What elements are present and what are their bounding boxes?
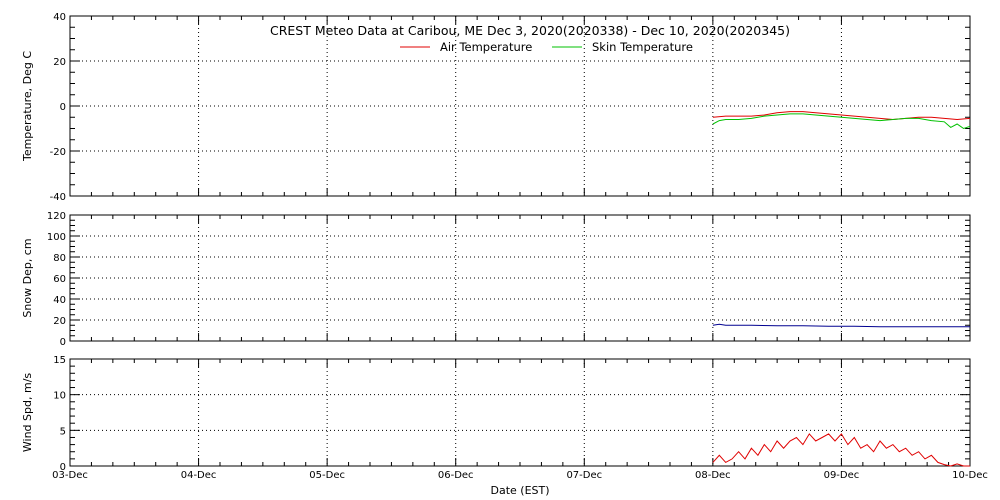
y-tick-label: 10	[53, 391, 66, 402]
x-tick-label: 07-Dec	[566, 470, 602, 481]
legend: Air Temperature Skin Temperature	[400, 40, 693, 54]
y-tick-label: 40	[53, 295, 66, 306]
x-tick-label: 06-Dec	[438, 470, 474, 481]
x-tick-label: 09-Dec	[824, 470, 860, 481]
panel-wind_speed: 0 5 10 15 Wind Spd, m/s	[21, 355, 971, 473]
panel-temperature: -40 -20 0 20 40 Temperature, Deg C	[21, 12, 971, 203]
y-tick-label: 80	[53, 253, 66, 264]
y-axis-title: Temperature, Deg C	[21, 51, 34, 162]
y-tick-label: 15	[53, 355, 66, 366]
chart-title: CREST Meteo Data at Caribou, ME Dec 3, 2…	[270, 23, 790, 38]
y-tick-label: -20	[50, 147, 66, 158]
panel-snow_depth: 0 20 40 60 80 100 120 Snow Dep, cm	[21, 211, 971, 348]
panels-layer: -40 -20 0 20 40 Temperature, Deg C 0 20 40 60 80 10…	[21, 12, 988, 481]
legend-label: Skin Temperature	[592, 40, 693, 54]
y-axis-title: Snow Dep, cm	[21, 238, 34, 317]
y-tick-label: 20	[53, 316, 66, 327]
x-tick-label: 10-Dec	[952, 470, 988, 481]
x-tick-label: 08-Dec	[695, 470, 731, 481]
series-line-temperature-1	[712, 113, 971, 130]
x-tick-label: 03-Dec	[52, 470, 88, 481]
series-line-wind_speed-0	[712, 433, 970, 467]
y-axis-title: Wind Spd, m/s	[21, 373, 34, 453]
y-tick-label: -40	[50, 192, 66, 203]
y-tick-label: 60	[53, 274, 66, 285]
x-axis-title: Date (EST)	[490, 484, 549, 497]
y-tick-label: 120	[47, 211, 66, 222]
series-line-snow_depth-0	[712, 323, 970, 328]
x-tick-label: 05-Dec	[309, 470, 345, 481]
y-tick-label: 20	[53, 57, 66, 68]
legend-label: Air Temperature	[440, 40, 532, 54]
y-tick-label: 0	[60, 102, 66, 113]
y-tick-label: 5	[60, 426, 66, 437]
x-tick-label: 04-Dec	[181, 470, 217, 481]
y-tick-label: 40	[53, 12, 66, 23]
y-tick-label: 0	[60, 462, 66, 473]
series-line-temperature-0	[712, 111, 971, 121]
y-tick-label: 100	[47, 232, 66, 243]
y-tick-label: 0	[60, 337, 66, 348]
